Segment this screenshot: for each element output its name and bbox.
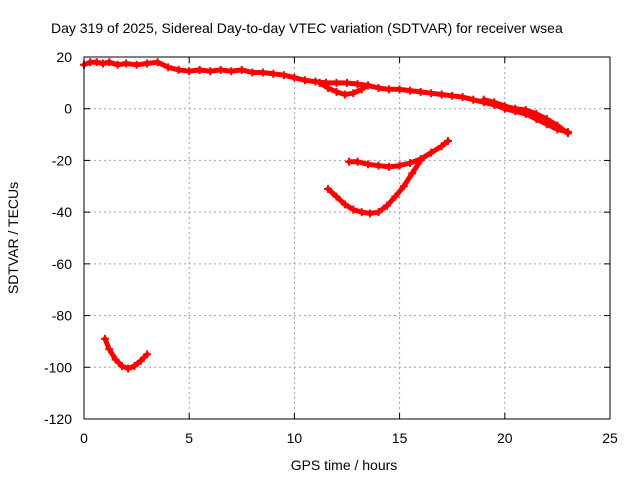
series-arc-bowl [325, 157, 424, 216]
y-tick-label: -60 [52, 256, 72, 272]
x-tick-label: 15 [392, 430, 408, 446]
x-tick-label: 10 [287, 430, 303, 446]
y-tick-label: 20 [56, 49, 72, 65]
y-tick-label: -120 [44, 411, 72, 427]
x-tick-label: 25 [602, 430, 618, 446]
x-tick-labels: 0 5 10 15 20 25 [80, 430, 618, 446]
y-tick-label: -20 [52, 152, 72, 168]
y-tick-label: -80 [52, 308, 72, 324]
tick-marks [83, 56, 611, 420]
series-arc-main [81, 59, 571, 135]
series-arc-upper [346, 138, 451, 170]
x-axis-title: GPS time / hours [291, 457, 398, 473]
x-tick-label: 0 [80, 430, 88, 446]
y-tick-label: 0 [64, 101, 72, 117]
y-tick-labels: 20 0 -20 -40 -60 -80 -100 -120 [44, 49, 72, 427]
chart-title: Day 319 of 2025, Sidereal Day-to-day VTE… [51, 20, 563, 36]
x-tick-label: 5 [185, 430, 193, 446]
y-tick-label: -100 [44, 359, 72, 375]
series-group [80, 58, 572, 373]
y-axis-title: SDTVAR / TECUs [5, 182, 21, 294]
grid [84, 57, 610, 419]
plot-frame [83, 56, 611, 420]
x-tick-label: 20 [497, 430, 513, 446]
y-tick-label: -40 [52, 204, 72, 220]
